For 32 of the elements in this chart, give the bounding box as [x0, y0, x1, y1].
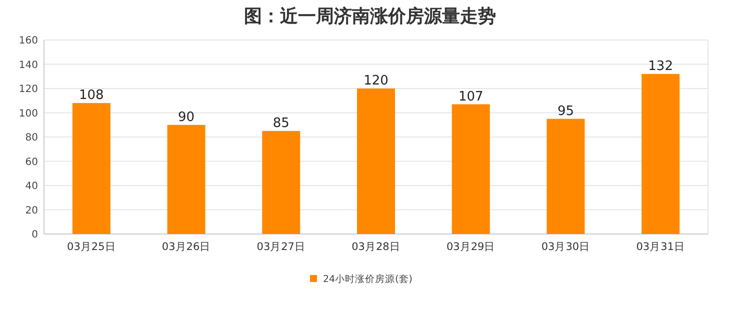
data-label: 132 [648, 58, 673, 74]
legend-label: 24小时涨价房源(套) [323, 273, 413, 285]
x-tick-label: 03月25日 [67, 241, 116, 253]
data-label: 120 [364, 74, 388, 88]
x-tick-label: 03月27日 [256, 241, 306, 253]
data-label: 95 [557, 104, 574, 119]
bar [452, 104, 490, 234]
bar [357, 88, 395, 234]
y-tick-label: 20 [25, 205, 38, 216]
bar [72, 103, 110, 234]
y-tick-label: 160 [18, 36, 38, 46]
x-tick-label: 03月30日 [541, 241, 590, 253]
y-tick-label: 80 [25, 132, 38, 144]
y-tick-label: 60 [25, 156, 38, 168]
data-label: 107 [458, 89, 484, 104]
data-label: 108 [79, 88, 104, 104]
data-label: 90 [178, 110, 195, 125]
y-tick-label: 120 [18, 84, 38, 95]
x-tick-label: 03月28日 [352, 241, 400, 253]
bar [546, 118, 585, 234]
y-tick-label: 0 [32, 230, 38, 240]
data-label: 85 [272, 116, 290, 131]
bar [262, 130, 300, 234]
x-tick-label: 03月29日 [446, 241, 496, 253]
bar [642, 74, 680, 234]
x-tick-label: 03月31日 [636, 241, 685, 253]
chart-title: 图：近一周济南涨价房源量走势 [244, 6, 496, 27]
y-tick-label: 140 [18, 60, 38, 71]
bar [167, 124, 206, 234]
y-tick-label: 40 [25, 181, 38, 192]
x-tick-label: 03月26日 [162, 241, 211, 253]
y-tick-label: 100 [18, 108, 38, 120]
